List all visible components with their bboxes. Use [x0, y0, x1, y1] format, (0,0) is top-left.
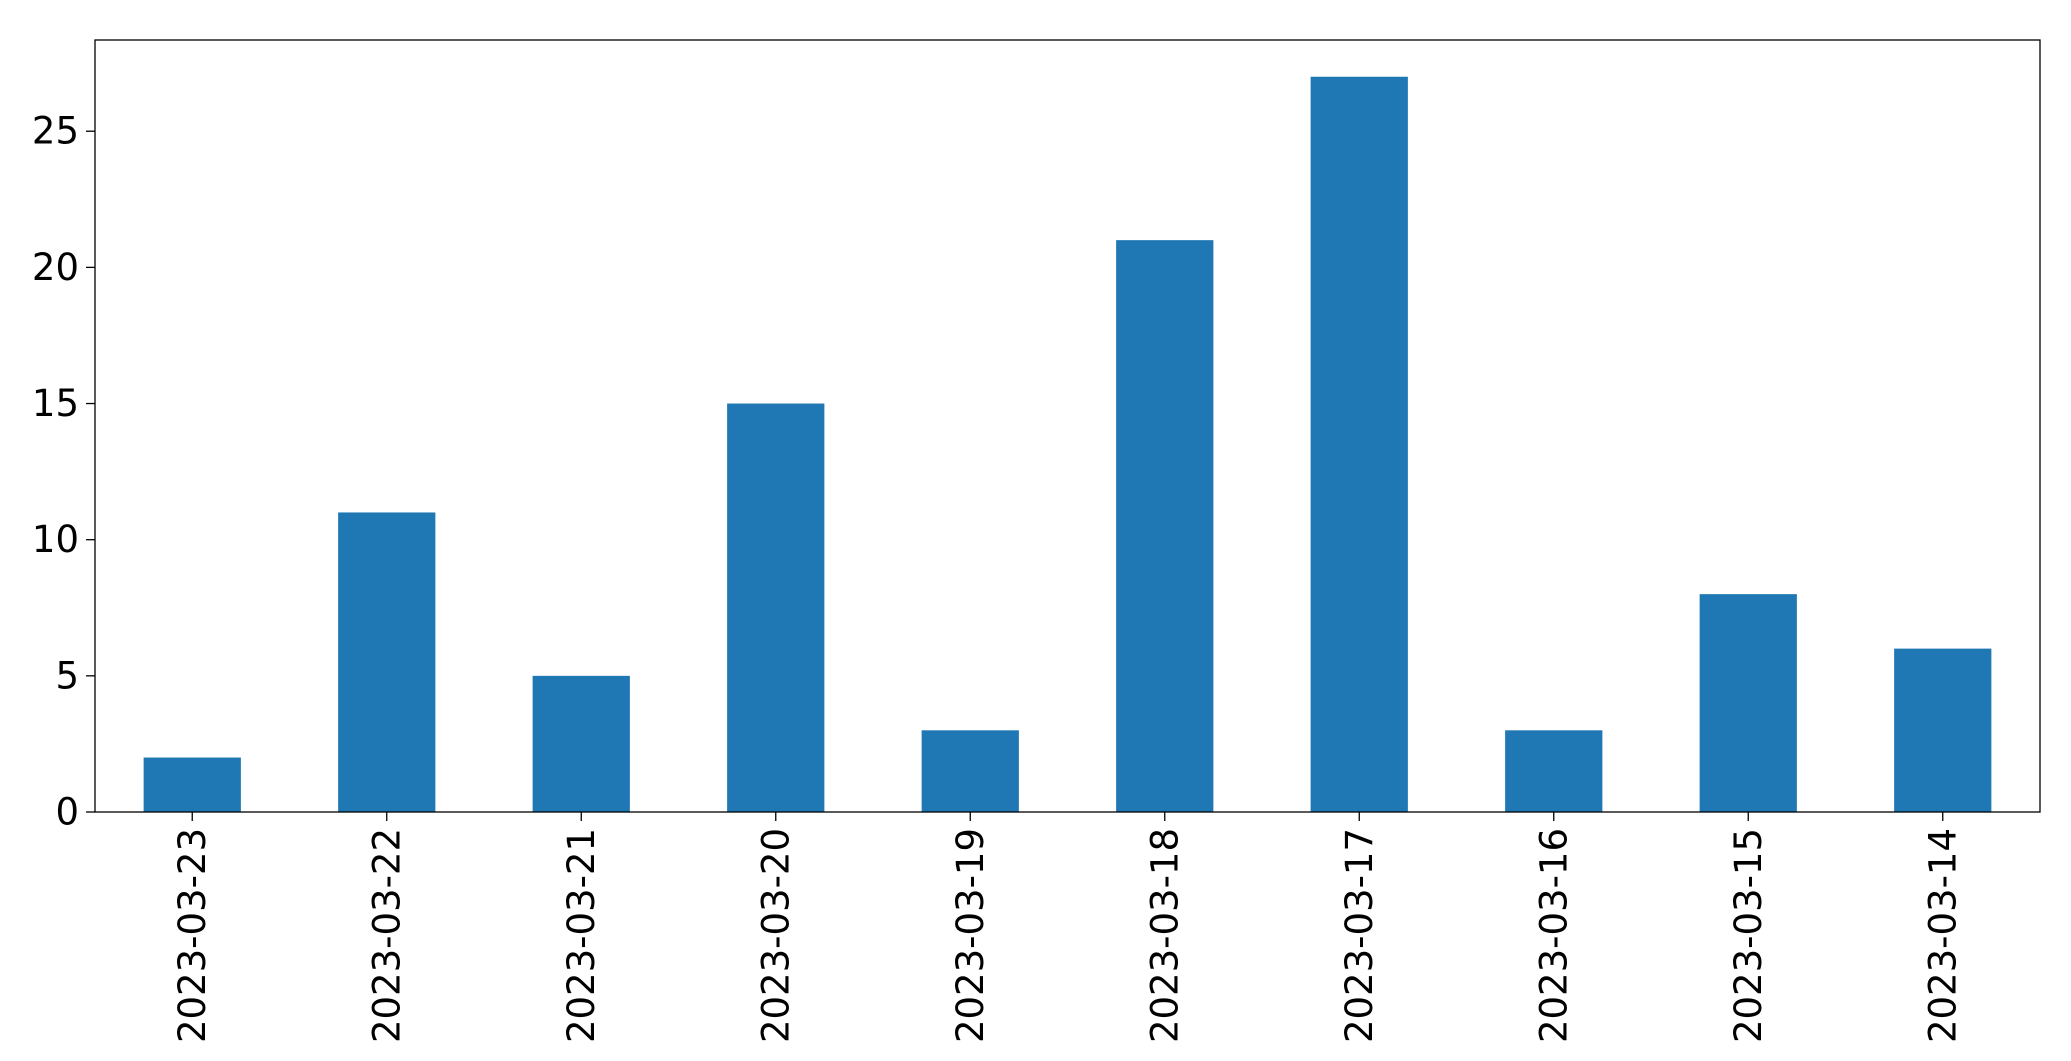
- y-tick-label: 10: [32, 518, 79, 561]
- bar-2023-03-15: [1699, 594, 1797, 812]
- y-tick-label: 0: [55, 791, 79, 834]
- bar-2023-03-20: [727, 403, 825, 812]
- x-tick-label: 2023-03-14: [1921, 828, 1964, 1043]
- bar-2023-03-19: [921, 730, 1019, 812]
- bars-group: [143, 76, 1992, 813]
- bar-2023-03-22: [338, 512, 436, 812]
- y-tick-label: 15: [32, 382, 79, 425]
- x-tick-label: 2023-03-20: [754, 828, 797, 1043]
- x-tick-label: 2023-03-22: [365, 828, 408, 1043]
- plot-frame: [94, 39, 2041, 813]
- y-tick-label: 25: [32, 110, 79, 153]
- x-tick-label: 2023-03-21: [560, 828, 603, 1043]
- bar-2023-03-23: [143, 757, 241, 812]
- bar-2023-03-21: [532, 675, 630, 812]
- x-tick-label: 2023-03-15: [1727, 828, 1770, 1043]
- x-tick-label: 2023-03-17: [1338, 828, 1381, 1043]
- bar-2023-03-18: [1116, 240, 1214, 813]
- bar-2023-03-17: [1310, 76, 1408, 812]
- x-tick-label: 2023-03-18: [1143, 828, 1186, 1043]
- x-axis: 2023-03-23 2023-03-22 2023-03-21 2023-03-20…: [171, 812, 1964, 1043]
- y-tick-label: 5: [55, 654, 79, 697]
- bar-2023-03-14: [1894, 648, 1992, 812]
- x-tick-label: 2023-03-19: [949, 828, 992, 1043]
- x-tick-label: 2023-03-16: [1532, 828, 1575, 1043]
- x-tick-label: 2023-03-23: [171, 828, 214, 1043]
- bar-2023-03-16: [1505, 730, 1603, 812]
- y-tick-label: 20: [32, 246, 79, 289]
- y-axis: 0 5 10 15 20 25: [32, 110, 95, 834]
